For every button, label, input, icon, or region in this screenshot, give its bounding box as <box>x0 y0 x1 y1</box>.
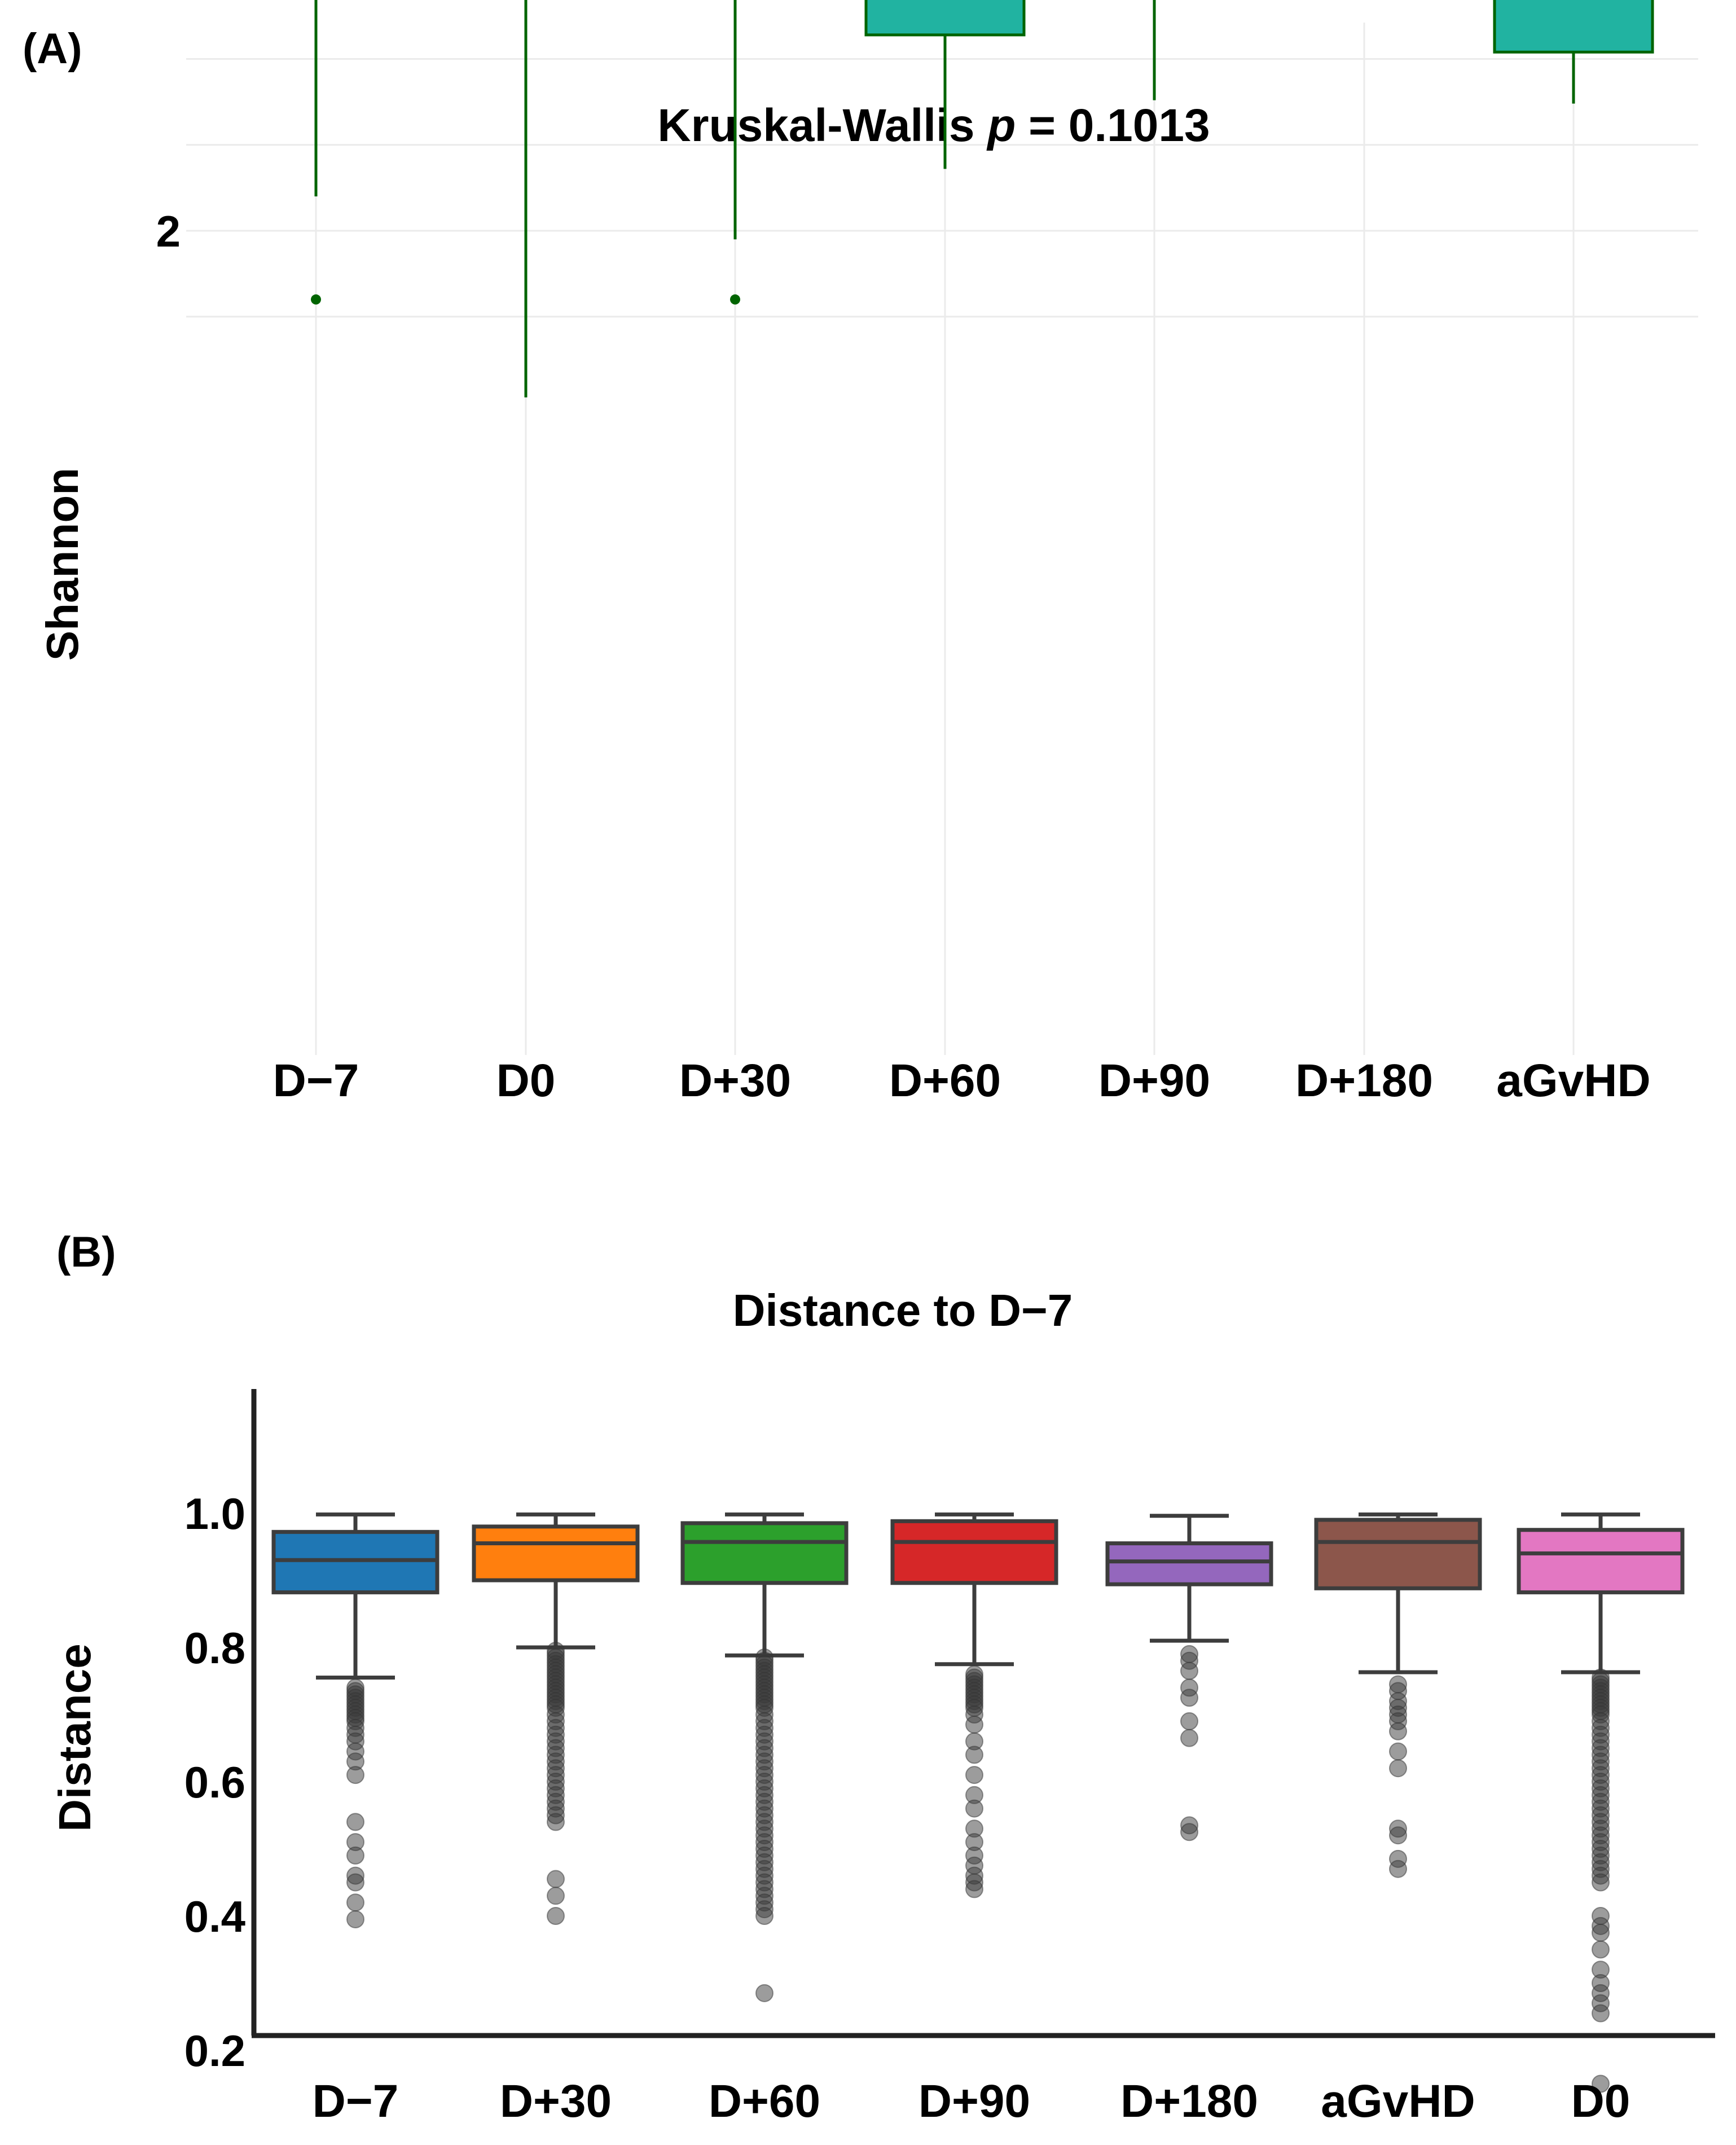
outlier-point <box>965 1880 983 1898</box>
x-tick-label: D+90 <box>1098 1055 1210 1106</box>
x-tick-label: D+90 <box>918 2076 1030 2127</box>
outlier-point <box>1389 1742 1407 1761</box>
outlier-point <box>1592 2004 1610 2023</box>
outlier-point <box>1592 2074 1610 2093</box>
box-7 <box>1517 1512 1685 2093</box>
panel-a-boxes <box>311 0 1654 398</box>
outlier-point <box>1180 1729 1198 1747</box>
x-tick-label: D+180 <box>1295 1055 1433 1106</box>
y-tick-label: 2 <box>156 206 181 256</box>
box-iqr <box>1517 1528 1685 1594</box>
x-tick-label: aGvHD <box>1496 1055 1650 1106</box>
outlier-point <box>1180 1712 1198 1730</box>
outlier-point <box>346 1846 364 1865</box>
outlier-point <box>346 1813 364 1831</box>
outlier-point <box>1389 1860 1407 1878</box>
y-tick-label: 0.8 <box>184 1623 245 1673</box>
x-tick-label: D+30 <box>500 2076 612 2127</box>
box-3 <box>730 0 740 305</box>
outlier-point <box>346 1766 364 1784</box>
panel-b: (B) Distance to D−7 Distance 0.20.40.60.… <box>50 1228 1715 2127</box>
panel-b-boxes <box>271 1512 1685 2093</box>
y-tick-label: 0.4 <box>184 1892 245 1941</box>
box-1 <box>311 0 321 305</box>
outlier-point <box>346 1910 364 1928</box>
x-tick-label: aGvHD <box>1321 2076 1475 2127</box>
outlier-point <box>1592 1940 1610 1959</box>
x-tick-label: D−7 <box>273 1055 359 1106</box>
outlier-point <box>965 1715 983 1734</box>
outlier-point <box>1592 1923 1610 1942</box>
outlier-point <box>965 1766 983 1784</box>
x-tick-label: D+60 <box>889 1055 1001 1106</box>
outlier-point <box>1180 1662 1198 1680</box>
box-iqr <box>1314 1518 1482 1590</box>
y-tick-label: 0.2 <box>184 2026 245 2076</box>
box-3 <box>680 1512 849 2002</box>
outlier-point <box>1180 1823 1198 1841</box>
panel-b-title: Distance to D−7 <box>733 1285 1073 1335</box>
x-tick-label: D−7 <box>313 2076 399 2127</box>
box-iqr <box>472 1524 640 1583</box>
panel-b-label: (B) <box>56 1228 116 1276</box>
outlier-point <box>755 1907 773 1925</box>
panel-a-x-tick-labels: D−7 D0 D+30 D+60 D+90 D+180 aGvHD <box>273 1055 1651 1106</box>
box-5 <box>1153 0 1156 100</box>
x-tick-label: D0 <box>1571 2076 1630 2127</box>
x-tick-label: D+30 <box>679 1055 791 1106</box>
box-4 <box>864 0 1026 169</box>
box-iqr <box>680 1521 849 1585</box>
box-2 <box>472 1512 640 1925</box>
outlier-point <box>1389 1826 1407 1845</box>
panel-b-y-axis-label: Distance <box>50 1643 100 1831</box>
panel-a-y-axis-label: Shannon <box>37 468 87 661</box>
x-tick-label: D0 <box>496 1055 556 1106</box>
panel-b-y-tick-labels: 0.2 0.4 0.6 0.8 1.0 <box>184 1489 245 2076</box>
y-tick-label: 0.6 <box>184 1757 245 1807</box>
box-iqr <box>1105 1541 1273 1586</box>
outlier-point <box>755 1984 773 2002</box>
outlier-point <box>1180 1689 1198 1707</box>
panel-a-gridlines <box>186 23 1698 1055</box>
box-iqr <box>1493 0 1654 54</box>
outlier-point <box>1389 1722 1407 1740</box>
box-1 <box>271 1512 440 1928</box>
x-tick-label: D+180 <box>1120 2076 1258 2127</box>
outlier-point <box>965 1746 983 1764</box>
y-tick-label: 1.0 <box>184 1489 245 1539</box>
box-6 <box>1314 1512 1482 1878</box>
outlier-point <box>346 1873 364 1892</box>
outlier-point <box>547 1887 565 1905</box>
box-7 <box>1493 0 1654 104</box>
outlier-point <box>730 294 740 305</box>
box-5 <box>1105 1514 1273 1841</box>
outlier-point <box>547 1907 565 1925</box>
box-2 <box>524 0 528 398</box>
outlier-point <box>311 294 321 305</box>
box-iqr <box>271 1529 440 1594</box>
panel-a: (A) Kruskal-Wallis p = 0.1013 Shannon 24… <box>23 0 1698 1106</box>
box-iqr <box>864 0 1026 37</box>
outlier-point <box>346 1893 364 1912</box>
x-tick-label: D+60 <box>709 2076 820 2127</box>
panel-a-y-tick-labels: 246 <box>156 206 181 256</box>
outlier-point <box>547 1870 565 1888</box>
box-4 <box>890 1512 1058 1898</box>
outlier-point <box>547 1813 565 1831</box>
outlier-point <box>1592 1873 1610 1892</box>
panel-a-title: Kruskal-Wallis p = 0.1013 <box>657 100 1210 151</box>
outlier-point <box>1389 1759 1407 1778</box>
outlier-point <box>965 1799 983 1818</box>
panel-b-x-tick-labels: D−7 D+30 D+60 D+90 D+180 aGvHD D0 <box>313 2076 1630 2127</box>
box-iqr <box>890 1519 1058 1585</box>
panel-a-label: (A) <box>23 25 82 73</box>
